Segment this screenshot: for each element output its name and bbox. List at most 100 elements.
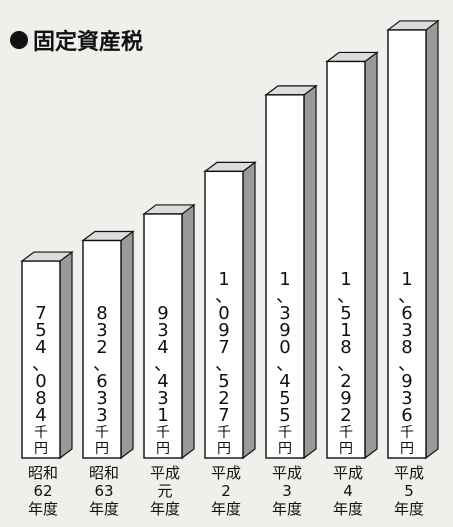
svg-text:、: 、 [32, 354, 50, 375]
svg-text:1: 1 [401, 269, 412, 290]
svg-text:年度: 年度 [211, 500, 241, 518]
svg-text:9: 9 [157, 303, 168, 324]
svg-text:千: 千 [95, 425, 109, 441]
svg-text:平成: 平成 [272, 464, 302, 482]
svg-text:9: 9 [218, 320, 229, 341]
svg-text:2: 2 [218, 388, 229, 409]
svg-text:8: 8 [401, 337, 412, 358]
svg-text:元: 元 [157, 482, 172, 500]
svg-text:3: 3 [279, 303, 290, 324]
svg-text:7: 7 [218, 405, 229, 426]
chart-title-text: 固定資産税 [33, 30, 144, 55]
svg-text:3: 3 [401, 320, 412, 341]
svg-text:円: 円 [278, 441, 292, 457]
svg-text:千: 千 [217, 425, 231, 441]
svg-text:年度: 年度 [89, 500, 119, 518]
svg-text:円: 円 [339, 441, 353, 457]
svg-text:年度: 年度 [333, 500, 363, 518]
svg-text:0: 0 [279, 337, 290, 358]
svg-text:年度: 年度 [394, 500, 424, 518]
svg-text:4: 4 [35, 337, 46, 358]
svg-text:千: 千 [278, 425, 292, 441]
svg-text:0: 0 [35, 371, 46, 392]
svg-text:千: 千 [339, 425, 353, 441]
svg-text:2: 2 [340, 405, 351, 426]
svg-text:7: 7 [35, 303, 46, 324]
svg-text:4: 4 [343, 482, 353, 500]
svg-text:平成: 平成 [394, 464, 424, 482]
svg-text:平成: 平成 [150, 464, 180, 482]
bar-front [326, 60, 366, 459]
svg-text:千: 千 [156, 425, 170, 441]
svg-text:円: 円 [95, 441, 109, 457]
svg-text:1: 1 [340, 320, 351, 341]
bar-side [303, 84, 317, 460]
svg-text:2: 2 [221, 482, 231, 500]
svg-text:3: 3 [157, 388, 168, 409]
svg-text:、: 、 [215, 354, 233, 375]
svg-text:1: 1 [340, 269, 351, 290]
svg-text:4: 4 [157, 337, 168, 358]
svg-text:1: 1 [279, 269, 290, 290]
bar-front [204, 170, 244, 459]
svg-text:、: 、 [154, 354, 172, 375]
bar-side [425, 19, 439, 460]
svg-text:年度: 年度 [272, 500, 302, 518]
svg-text:9: 9 [279, 320, 290, 341]
svg-text:5: 5 [279, 405, 290, 426]
svg-text:5: 5 [35, 320, 46, 341]
svg-text:9: 9 [401, 371, 412, 392]
svg-text:6: 6 [96, 371, 107, 392]
bar-front [265, 94, 305, 459]
svg-text:、: 、 [398, 354, 416, 375]
svg-text:62: 62 [33, 482, 52, 500]
svg-text:3: 3 [96, 320, 107, 341]
bar-side [364, 51, 378, 460]
svg-text:、: 、 [337, 286, 355, 307]
svg-text:円: 円 [156, 441, 170, 457]
bar-side [59, 250, 73, 460]
svg-text:0: 0 [218, 303, 229, 324]
svg-text:千: 千 [34, 425, 48, 441]
svg-text:、: 、 [276, 286, 294, 307]
svg-text:、: 、 [93, 354, 111, 375]
svg-text:5: 5 [340, 303, 351, 324]
svg-text:円: 円 [217, 441, 231, 457]
svg-text:3: 3 [96, 405, 107, 426]
bar-side [181, 203, 195, 460]
svg-text:3: 3 [157, 320, 168, 341]
svg-text:63: 63 [94, 482, 113, 500]
bar-front [387, 29, 427, 459]
svg-text:千: 千 [400, 425, 414, 441]
svg-text:5: 5 [218, 371, 229, 392]
chart-title: 固定資産税 [10, 24, 143, 56]
svg-text:3: 3 [282, 482, 292, 500]
svg-text:8: 8 [35, 388, 46, 409]
svg-text:4: 4 [157, 371, 168, 392]
svg-text:、: 、 [337, 354, 355, 375]
svg-text:平成: 平成 [211, 464, 241, 482]
svg-text:6: 6 [401, 303, 412, 324]
bar-front [143, 213, 183, 459]
svg-text:5: 5 [279, 388, 290, 409]
svg-text:3: 3 [96, 388, 107, 409]
svg-text:円: 円 [34, 441, 48, 457]
bar-front [21, 260, 61, 459]
bar-side [242, 161, 256, 460]
svg-text:昭和: 昭和 [28, 464, 58, 482]
svg-text:8: 8 [96, 303, 107, 324]
